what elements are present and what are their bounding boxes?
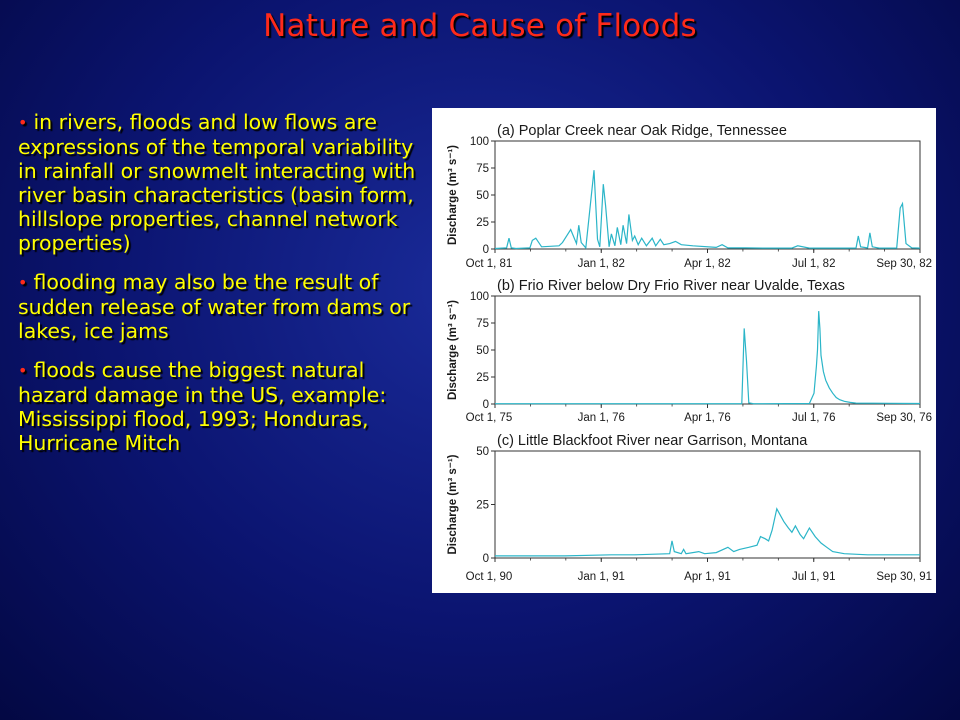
discharge-series-line — [495, 311, 921, 405]
bullet-item: • flooding may also be the result of sudd… — [18, 270, 428, 343]
bullet-item: • floods cause the biggest natural hazard… — [18, 358, 428, 455]
y-tick-label: 0 — [483, 553, 489, 565]
x-tick-label: Oct 1, 75 — [466, 412, 513, 424]
x-tick-label: Apr 1, 91 — [684, 571, 731, 583]
x-tick-label: Jan 1, 82 — [578, 258, 625, 270]
x-tick-label: Jul 1, 82 — [792, 258, 835, 270]
panel-title: (a) Poplar Creek near Oak Ridge, Tenness… — [497, 123, 787, 139]
bullet-text: flooding may also be the result of sudde… — [18, 270, 411, 343]
panel-title: (c) Little Blackfoot River near Garrison… — [497, 433, 808, 449]
bullet-dot-icon: • — [18, 361, 28, 380]
x-tick-label: Oct 1, 81 — [466, 258, 513, 270]
bullet-list: • in rivers, floods and low flows are exp… — [18, 110, 428, 470]
y-tick-label: 25 — [476, 372, 489, 384]
y-tick-label: 0 — [483, 399, 489, 411]
plot-frame — [494, 140, 921, 250]
x-tick-label: Jan 1, 91 — [578, 571, 625, 583]
y-tick-label: 50 — [476, 446, 489, 458]
x-tick-label: Oct 1, 90 — [466, 571, 513, 583]
x-tick-label: Apr 1, 82 — [684, 258, 731, 270]
y-tick-label: 100 — [470, 291, 489, 303]
bullet-dot-icon: • — [18, 273, 28, 292]
y-tick-label: 100 — [470, 136, 489, 148]
y-tick-label: 25 — [476, 217, 489, 229]
x-tick-label: Apr 1, 76 — [684, 412, 731, 424]
x-tick-label: Jan 1, 76 — [578, 412, 625, 424]
x-tick-label: Jul 1, 91 — [792, 571, 835, 583]
y-tick-label: 75 — [476, 318, 489, 330]
bullet-text: in rivers, floods and low flows are expr… — [18, 110, 416, 255]
discharge-series-line — [495, 507, 920, 557]
bullet-text: floods cause the biggest natural hazard … — [18, 358, 387, 455]
bullet-item: • in rivers, floods and low flows are exp… — [18, 110, 428, 255]
plot-frame — [494, 450, 921, 559]
panel-title: (b) Frio River below Dry Frio River near… — [497, 278, 845, 294]
hydrograph-charts: (a) Poplar Creek near Oak Ridge, Tenness… — [447, 123, 932, 583]
discharge-series-line — [494, 170, 921, 250]
y-axis-label: Discharge (m³ s⁻¹) — [447, 454, 459, 554]
y-tick-label: 75 — [476, 163, 489, 175]
plot-frame — [494, 295, 921, 405]
x-tick-label: Sep 30, 76 — [876, 412, 932, 424]
y-tick-label: 0 — [483, 244, 489, 256]
y-tick-label: 50 — [476, 345, 489, 357]
y-tick-label: 25 — [476, 500, 489, 512]
bullet-dot-icon: • — [18, 113, 28, 132]
slide-title: Nature and Cause of Floods — [263, 8, 697, 44]
x-tick-label: Sep 30, 91 — [876, 571, 932, 583]
y-axis-label: Discharge (m³ s⁻¹) — [447, 300, 459, 400]
hydrograph-figure: (a) Poplar Creek near Oak Ridge, Tenness… — [432, 108, 936, 593]
y-tick-label: 50 — [476, 190, 489, 202]
y-axis-label: Discharge (m³ s⁻¹) — [447, 145, 459, 245]
x-tick-label: Sep 30, 82 — [876, 258, 932, 270]
x-tick-label: Jul 1, 76 — [792, 412, 835, 424]
